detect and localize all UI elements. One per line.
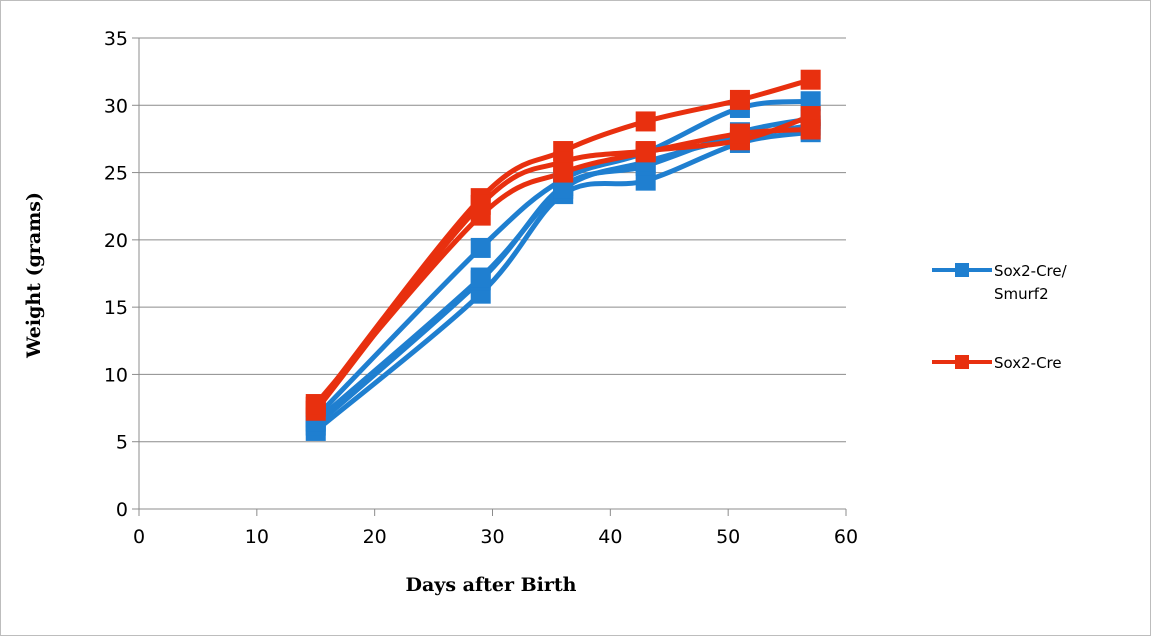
y-tick-label: 0 — [116, 499, 128, 521]
data-point-marker — [800, 119, 821, 140]
y-tick-labels: 0 5 10 15 20 25 30 35 — [104, 28, 128, 521]
data-point-marker — [729, 123, 750, 144]
x-axis-title: Days after Birth — [406, 574, 577, 596]
data-point-marker — [470, 237, 491, 258]
data-point-marker — [470, 267, 491, 288]
gridlines — [139, 37, 846, 443]
legend-item-sox2cre: Sox2-Cre — [932, 354, 1062, 372]
y-tick-label: 35 — [104, 28, 128, 50]
legend-label-line2: Smurf2 — [994, 285, 1049, 303]
data-point-marker — [635, 142, 656, 163]
x-tick-label: 30 — [480, 526, 504, 548]
legend-label-line1: Sox2-Cre — [994, 354, 1062, 372]
data-point-marker — [553, 162, 574, 183]
legend-item-smurf2: Sox2-Cre/ Smurf2 — [932, 262, 1068, 303]
y-tick-label: 30 — [104, 95, 128, 117]
legend: Sox2-Cre/ Smurf2 Sox2-Cre — [932, 262, 1068, 372]
y-axis-title: Weight (grams) — [23, 192, 45, 359]
x-tick-label: 60 — [834, 526, 858, 548]
x-tick-label: 40 — [598, 526, 622, 548]
axes — [132, 37, 847, 516]
legend-swatch-marker — [955, 355, 969, 369]
data-point-marker — [800, 69, 821, 90]
y-tick-label: 15 — [104, 297, 128, 319]
data-point-marker — [305, 394, 326, 415]
markers-group — [305, 69, 821, 441]
x-tick-label: 10 — [245, 526, 269, 548]
y-tick-label: 5 — [116, 432, 128, 454]
y-tick-label: 20 — [104, 230, 128, 252]
y-tick-label: 10 — [104, 364, 128, 386]
data-point-marker — [635, 111, 656, 132]
x-tick-label: 50 — [716, 526, 740, 548]
legend-label-line1: Sox2-Cre/ — [994, 262, 1068, 280]
x-tick-labels: 0 10 20 30 40 50 60 — [133, 526, 858, 548]
x-tick-label: 20 — [363, 526, 387, 548]
data-point-marker — [729, 89, 750, 110]
x-tick-label: 0 — [133, 526, 145, 548]
legend-swatch-marker — [955, 263, 969, 277]
data-point-marker — [553, 178, 574, 199]
y-tick-label: 25 — [104, 163, 128, 185]
data-point-marker — [470, 205, 491, 226]
